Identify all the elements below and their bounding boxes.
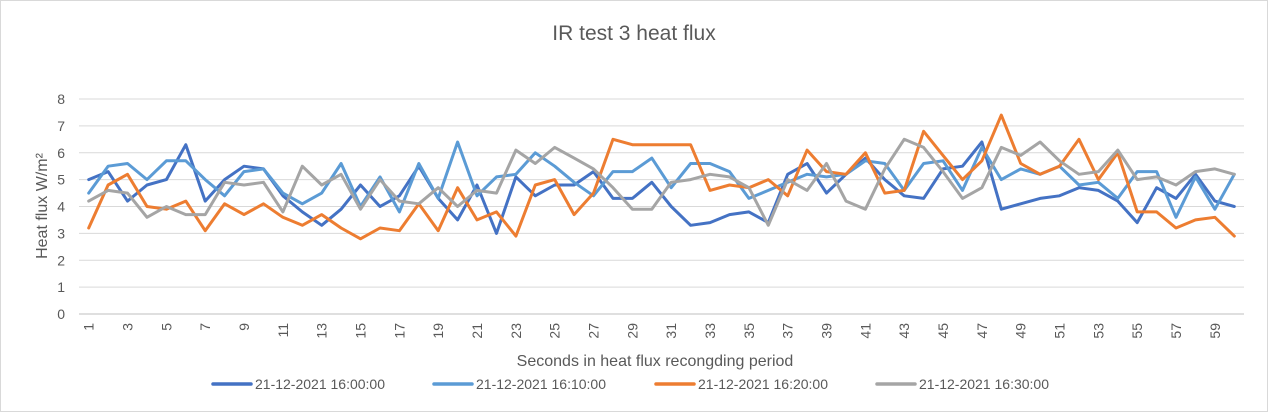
series-line-3 (87, 113, 1236, 241)
x-tick-label: 45 (935, 323, 951, 339)
x-tick-label: 41 (857, 323, 873, 339)
y-axis-label: Heat flux W/m² (34, 152, 51, 258)
x-tick-label: 11 (275, 323, 291, 338)
y-tick-label: 8 (57, 91, 65, 107)
x-tick-label: 51 (1052, 323, 1068, 339)
x-tick-label: 57 (1168, 323, 1184, 339)
series-lines (87, 113, 1236, 241)
x-tick-label: 43 (896, 323, 912, 339)
legend-label-2: 21-12-2021 16:10:00 (476, 376, 606, 392)
x-tick-label: 59 (1207, 323, 1223, 339)
y-tick-label: 3 (57, 225, 65, 241)
x-tick-label: 39 (819, 323, 835, 339)
x-tick-label: 17 (391, 323, 407, 339)
legend-label-4: 21-12-2021 16:30:00 (919, 376, 1049, 392)
y-tick-label: 5 (57, 172, 65, 188)
x-tick-label: 5 (158, 323, 174, 331)
x-tick-label: 15 (353, 323, 369, 339)
x-tick-label: 35 (741, 323, 757, 339)
y-tick-label: 7 (57, 118, 65, 134)
legend-label-1: 21-12-2021 16:00:00 (255, 376, 385, 392)
chart-title: IR test 3 heat flux (552, 22, 716, 45)
legend-label-3: 21-12-2021 16:20:00 (698, 376, 828, 392)
x-tick-label: 9 (236, 323, 252, 331)
x-tick-label: 1 (81, 323, 97, 331)
y-tick-label: 4 (57, 199, 65, 215)
x-tick-label: 25 (547, 323, 563, 339)
x-tick-label: 55 (1129, 323, 1145, 339)
x-tick-label: 19 (430, 323, 446, 339)
x-tick-label: 31 (663, 323, 679, 339)
x-tick-label: 53 (1090, 323, 1106, 339)
series-line-1 (87, 140, 1236, 235)
x-tick-label: 21 (469, 323, 485, 339)
x-tick-label: 33 (702, 323, 718, 339)
x-tick-label: 37 (780, 323, 796, 339)
y-tick-label: 2 (57, 252, 65, 268)
series-line-4 (87, 137, 1236, 227)
x-axis-ticks: 1 3 5 7 9 11 13 15 17 19 21 23 25 27 29 31 33 35 37 39 41 43 4… (81, 323, 1223, 339)
x-tick-label: 23 (508, 323, 524, 339)
y-tick-label: 1 (57, 279, 65, 295)
y-tick-label: 0 (57, 306, 65, 322)
gridlines (79, 98, 1244, 315)
x-axis-label: Seconds in heat flux recongding period (517, 353, 794, 370)
x-tick-label: 3 (120, 323, 136, 331)
x-tick-label: 49 (1013, 323, 1029, 339)
x-tick-label: 27 (586, 323, 602, 339)
x-tick-label: 7 (197, 323, 213, 331)
legend: 21-12-2021 16:00:00 21-12-2021 16:10:00 21… (211, 376, 1049, 392)
y-tick-label: 6 (57, 145, 65, 161)
x-tick-label: 13 (314, 323, 330, 339)
x-tick-label: 47 (974, 323, 990, 339)
x-tick-label: 29 (624, 323, 640, 339)
y-axis-ticks: 0 1 2 3 4 5 6 7 8 (57, 91, 65, 322)
